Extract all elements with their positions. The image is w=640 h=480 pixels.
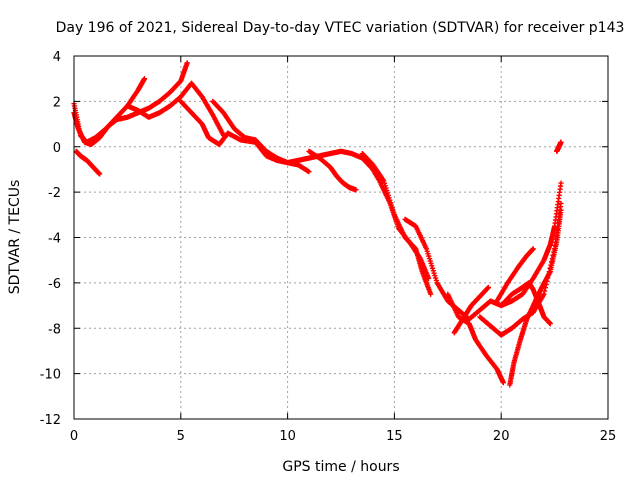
y-tick-label: -8 [48, 322, 61, 337]
x-axis-tick-labels: 0 5 10 15 20 25 [70, 429, 616, 444]
series-track-k [445, 291, 506, 386]
series-track-l [451, 284, 491, 336]
data-point [500, 380, 506, 386]
data-point [547, 321, 553, 327]
x-axis-label: GPS time / hours [282, 459, 399, 475]
series-track-q [554, 139, 564, 154]
data-point [353, 187, 359, 193]
data-point [558, 207, 564, 213]
y-axis-label: SDTVAR / TECUs [7, 180, 23, 295]
data-point [485, 284, 491, 291]
data-point [558, 180, 564, 186]
data-point [425, 275, 432, 281]
axis-ticks [73, 55, 609, 420]
data-point [558, 200, 564, 207]
y-tick-label: 0 [53, 141, 61, 156]
series-track-p [494, 246, 536, 304]
series-track-n [507, 207, 564, 388]
data-point [141, 76, 148, 82]
y-tick-label: -2 [48, 186, 61, 201]
y-axis-tick-labels: -12 -10 -8 -6 -4 -2 0 2 4 [40, 50, 61, 428]
data-point [306, 169, 312, 175]
data-point [558, 139, 564, 145]
y-tick-label: -4 [48, 232, 61, 247]
chart-grid [74, 56, 608, 419]
series-track-c [71, 60, 190, 148]
series-track-o [498, 280, 553, 327]
y-tick-label: 2 [53, 95, 61, 110]
data-point [428, 291, 434, 297]
series-track-j [402, 180, 564, 322]
data-point [530, 246, 536, 252]
chart-title: Day 196 of 2021, Sidereal Day-to-day VTE… [56, 20, 625, 36]
x-tick-label: 5 [177, 429, 185, 444]
x-tick-label: 0 [70, 429, 78, 444]
x-tick-label: 15 [386, 429, 403, 444]
data-point [97, 171, 103, 177]
chart-data-points [71, 60, 564, 388]
series-track-f [210, 98, 312, 175]
series-track-g [306, 148, 359, 193]
y-tick-label: 4 [53, 50, 61, 65]
series-track-d [124, 80, 227, 139]
series-track-b [73, 148, 103, 177]
y-tick-label: -6 [48, 277, 61, 292]
x-tick-label: 25 [600, 429, 617, 444]
x-tick-label: 20 [493, 429, 510, 444]
series-track-i [366, 160, 432, 281]
data-point [184, 60, 190, 66]
x-tick-label: 10 [279, 429, 296, 444]
y-tick-label: -12 [40, 413, 61, 428]
y-tick-label: -10 [40, 368, 61, 383]
data-point [541, 291, 547, 297]
